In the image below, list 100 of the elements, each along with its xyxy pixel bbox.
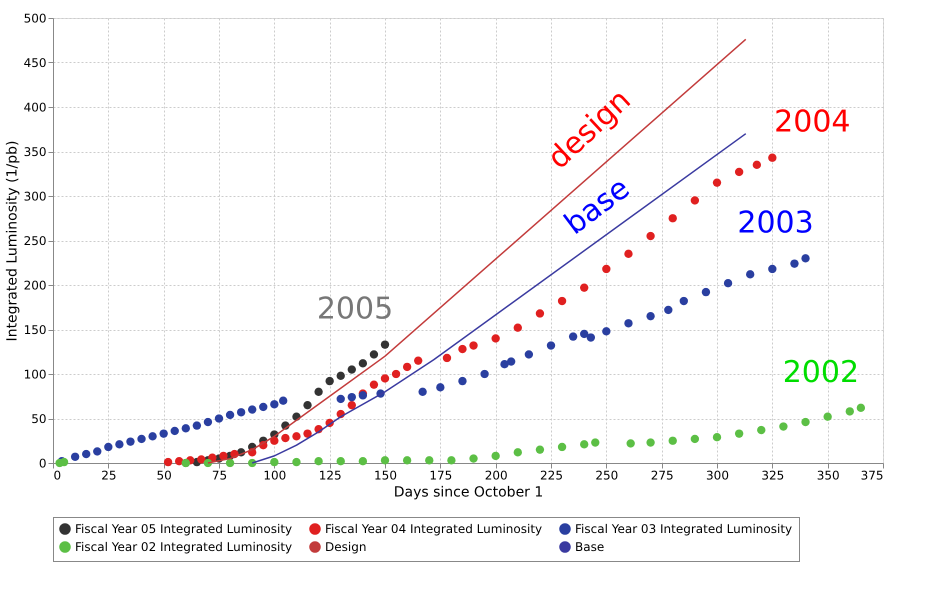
point	[303, 400, 312, 410]
point	[214, 414, 224, 423]
y-tick-label: 450	[24, 56, 46, 70]
point	[480, 370, 489, 378]
point	[506, 357, 516, 366]
point	[846, 407, 854, 416]
x-tick-label: 0	[54, 468, 62, 482]
point	[458, 344, 467, 354]
y-tick-label: 400	[24, 100, 46, 114]
x-tick-label: 175	[429, 468, 452, 482]
point	[646, 232, 655, 240]
point	[182, 424, 190, 432]
x-tick-label: 300	[706, 468, 729, 482]
x-tick-label: 75	[212, 468, 228, 482]
point	[558, 296, 566, 306]
point	[370, 350, 378, 359]
point	[558, 442, 566, 452]
point	[746, 270, 754, 278]
point	[779, 422, 788, 431]
point	[226, 410, 234, 420]
point	[402, 456, 412, 465]
point	[458, 376, 467, 386]
annotation: 2005	[316, 292, 394, 327]
point	[236, 408, 246, 416]
point	[442, 354, 452, 362]
y-tick-label: 300	[24, 190, 46, 204]
annotation: 2004	[774, 104, 851, 140]
point	[159, 429, 168, 438]
point	[292, 432, 301, 440]
point	[358, 457, 368, 466]
point	[514, 324, 522, 332]
point	[219, 452, 228, 460]
point	[768, 264, 777, 274]
point	[757, 426, 766, 434]
point	[380, 374, 390, 383]
point	[348, 400, 356, 410]
point	[469, 341, 478, 350]
point	[436, 383, 445, 392]
point	[325, 376, 334, 386]
point	[514, 448, 522, 456]
point	[348, 365, 356, 374]
point	[292, 458, 301, 466]
y-tick-label: 0	[38, 456, 46, 470]
point	[823, 412, 832, 421]
point	[115, 440, 124, 448]
point	[580, 283, 588, 292]
point	[580, 440, 588, 448]
point	[500, 360, 509, 368]
point	[279, 396, 288, 405]
point	[174, 457, 184, 466]
point	[380, 340, 390, 349]
point	[192, 421, 202, 430]
point	[752, 160, 762, 170]
point	[580, 330, 588, 338]
x-tick-label: 350	[816, 468, 840, 482]
point	[801, 418, 810, 426]
point	[414, 356, 422, 365]
point	[425, 456, 434, 465]
y-axis-title: Integrated Luminosity (1/pb)	[4, 140, 21, 342]
x-tick-label: 125	[318, 468, 342, 482]
x-tick-label: 250	[595, 468, 618, 482]
point	[664, 306, 672, 314]
point	[447, 456, 456, 465]
point	[591, 438, 600, 447]
point	[668, 214, 677, 222]
point	[586, 333, 596, 342]
point	[303, 429, 312, 438]
point	[248, 405, 256, 414]
point	[724, 279, 732, 288]
point	[281, 434, 290, 442]
point	[70, 452, 80, 461]
legend-label: Fiscal Year 04 Integrated Luminosity	[325, 522, 542, 536]
point	[392, 370, 400, 378]
point	[259, 402, 268, 412]
y-tick-label: 50	[31, 412, 46, 426]
annotation: 2003	[737, 205, 814, 240]
point	[314, 457, 323, 466]
point	[270, 400, 279, 408]
x-tick-label: 275	[650, 468, 674, 482]
point	[624, 250, 633, 258]
point	[270, 436, 279, 445]
point	[270, 458, 279, 466]
point	[536, 309, 544, 318]
point	[418, 388, 427, 396]
point	[336, 372, 345, 380]
point	[790, 259, 799, 268]
y-tick-label: 200	[24, 278, 46, 292]
legend-label: Fiscal Year 03 Integrated Luminosity	[575, 522, 792, 536]
point	[402, 362, 412, 372]
point	[93, 447, 102, 456]
point	[626, 439, 635, 448]
point	[602, 264, 611, 274]
point	[668, 436, 677, 445]
x-tick-label: 375	[860, 468, 884, 482]
y-tick-label: 150	[24, 323, 46, 337]
x-axis-title: Days since October 1	[394, 484, 544, 500]
x-tick-label: 325	[761, 468, 784, 482]
annotation: 2002	[782, 354, 860, 390]
point	[602, 327, 611, 336]
point	[536, 445, 544, 454]
